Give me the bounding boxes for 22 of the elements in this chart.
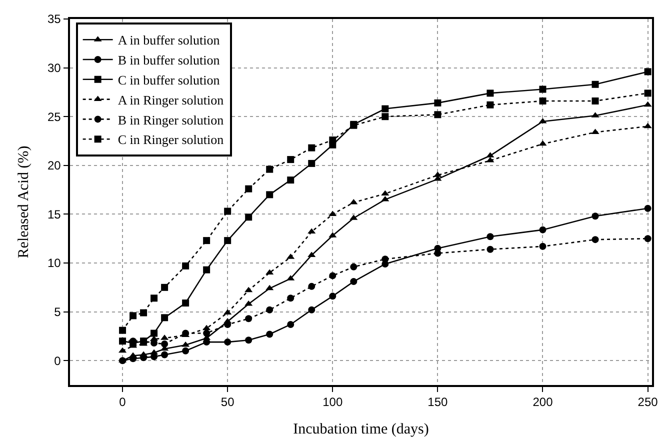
legend-label: C in Ringer solution — [118, 132, 224, 148]
y-tick-label: 30 — [47, 61, 62, 75]
legend-label: A in buffer solution — [118, 32, 220, 48]
legend-label: B in Ringer solution — [118, 112, 224, 128]
y-tick-label: 15 — [47, 207, 62, 222]
y-axis-title: Released Acid (%) — [16, 146, 32, 258]
legend-label: A in Ringer solution — [118, 92, 224, 108]
y-tick-label: 0 — [54, 354, 62, 368]
y-tick-label: 10 — [47, 256, 62, 270]
x-tick-label: 150 — [428, 395, 448, 410]
x-axis-title: Incubation time (days) — [293, 422, 429, 438]
y-tick-label: 25 — [47, 110, 62, 124]
y-tick-label: 20 — [47, 158, 62, 173]
x-tick-label: 0 — [119, 395, 126, 410]
y-tick-label: 35 — [47, 12, 62, 26]
legend-label: B in buffer solution — [118, 52, 220, 68]
x-tick-label: 100 — [322, 395, 343, 410]
y-tick-label: 5 — [54, 305, 62, 319]
x-tick-label: 200 — [532, 395, 554, 410]
x-tick-label: 50 — [220, 395, 235, 410]
x-tick-label: 250 — [638, 395, 658, 410]
legend-label: C in buffer solution — [118, 72, 220, 88]
